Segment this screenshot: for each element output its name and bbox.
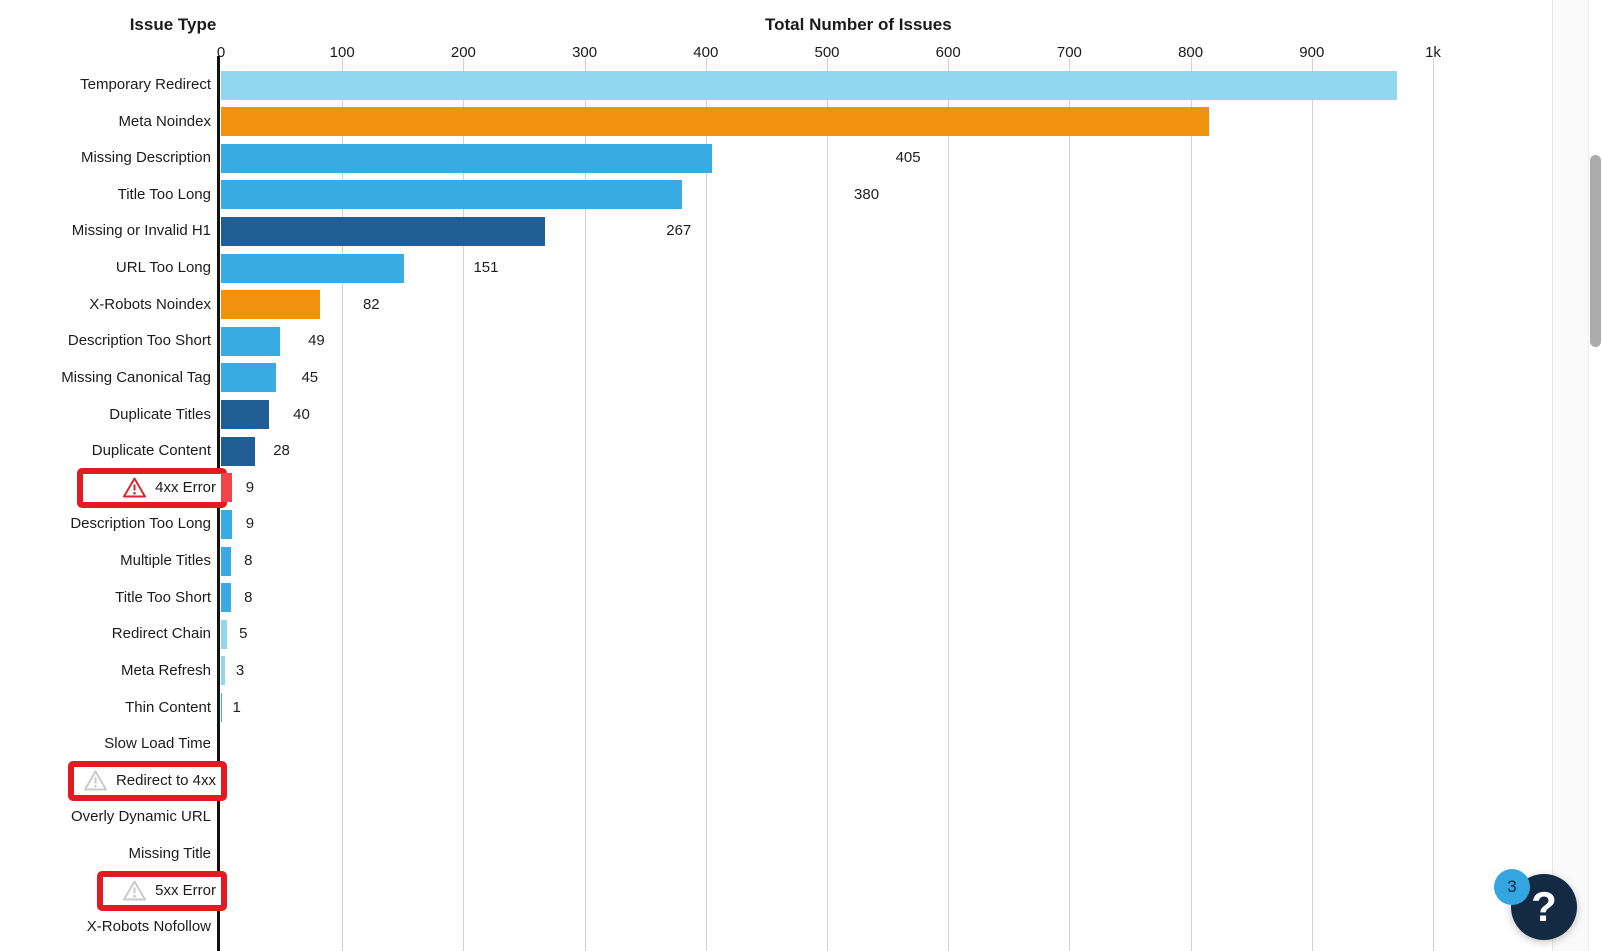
- bar-meta-noindex[interactable]: [221, 107, 1209, 137]
- x-tick-label: 200: [450, 44, 476, 61]
- bar-url-too-long[interactable]: [221, 253, 404, 283]
- value-label: 8: [244, 588, 253, 606]
- value-label: 45: [301, 368, 319, 386]
- issue-label: Multiple Titles: [120, 552, 211, 570]
- x-tick-label: 800: [1178, 44, 1204, 61]
- issue-label: Duplicate Content: [91, 442, 211, 460]
- value-label: 1: [232, 698, 241, 716]
- x-tick-label: 900: [1299, 44, 1325, 61]
- value-label: 8: [244, 552, 253, 570]
- issue-label: 5xx Error: [155, 882, 216, 900]
- issue-label: Duplicate Titles: [109, 405, 211, 423]
- issue-label: Missing Title: [128, 845, 211, 863]
- x-tick-label: 500: [814, 44, 840, 61]
- x-tick-label: 0: [216, 44, 226, 61]
- value-label: 5: [239, 625, 248, 643]
- x-tick-label: 400: [693, 44, 719, 61]
- value-label: 405: [895, 149, 921, 167]
- bar-4xx-error[interactable]: [221, 473, 232, 503]
- value-label: 9: [245, 515, 255, 533]
- value-label: 28: [273, 442, 290, 460]
- bar-x-robots-noindex[interactable]: [221, 290, 321, 320]
- bar-title-too-long[interactable]: [221, 180, 682, 210]
- question-mark-icon: ?: [1531, 883, 1557, 930]
- highlighted-issue-4xx-error[interactable]: 4xx Error: [77, 467, 227, 508]
- issue-label: Meta Refresh: [120, 661, 211, 679]
- bar-missing-canonical-tag[interactable]: [221, 363, 276, 393]
- gridline: [1190, 58, 1192, 951]
- issue-label: X-Robots Noindex: [89, 295, 211, 313]
- bar-duplicate-titles[interactable]: [221, 400, 270, 430]
- warning-triangle-icon: [123, 880, 147, 901]
- gridline: [1311, 58, 1313, 951]
- value-label: 3: [235, 661, 245, 679]
- issue-label: Description Too Short: [67, 332, 211, 350]
- bar-missing-description[interactable]: [221, 143, 712, 173]
- bar-meta-refresh[interactable]: [221, 656, 225, 686]
- scrollbar-track[interactable]: [1588, 0, 1602, 951]
- x-tick-label: 1k: [1425, 44, 1441, 61]
- issue-label: Thin Content: [125, 698, 211, 716]
- value-axis-title: Total Number of Issues: [765, 15, 952, 34]
- value-label: 82: [362, 295, 380, 313]
- issue-label: Title Too Long: [117, 185, 211, 203]
- bar-missing-or-invalid-h1[interactable]: [221, 216, 545, 246]
- value-label: 9: [245, 478, 255, 496]
- bar-temporary-redirect[interactable]: [221, 70, 1397, 100]
- gridline: [948, 58, 950, 951]
- x-tick-label: 300: [572, 44, 598, 61]
- issue-label: 4xx Error: [155, 479, 216, 497]
- issue-label: Redirect to 4xx: [115, 772, 216, 790]
- value-label: 380: [854, 185, 880, 203]
- gridline: [827, 58, 828, 951]
- issue-label: Title Too Short: [115, 588, 211, 606]
- x-tick-label: 100: [329, 44, 355, 61]
- value-label: 267: [666, 222, 692, 240]
- bar-title-too-short[interactable]: [221, 583, 231, 613]
- gridline: [705, 58, 707, 951]
- bar-duplicate-content[interactable]: [221, 436, 255, 466]
- bar-description-too-long[interactable]: [221, 509, 232, 539]
- issue-label: Overly Dynamic URL: [70, 808, 211, 826]
- issue-label: Meta Noindex: [118, 112, 211, 130]
- issue-label: Slow Load Time: [104, 735, 211, 753]
- issue-label: Redirect Chain: [111, 625, 211, 643]
- value-label: 49: [308, 332, 325, 350]
- gridline: [342, 58, 344, 951]
- bar-description-too-short[interactable]: [221, 326, 281, 356]
- issue-label: X-Robots Nofollow: [86, 918, 211, 936]
- x-tick-label: 700: [1056, 44, 1082, 61]
- warning-triangle-icon: [123, 477, 147, 498]
- value-label: 151: [473, 259, 499, 277]
- bar-thin-content[interactable]: [221, 693, 223, 723]
- issue-label: Missing Description: [80, 149, 211, 167]
- gridline: [463, 58, 465, 951]
- notification-badge[interactable]: 3: [1494, 869, 1530, 905]
- highlighted-issue-redirect-to-4xx[interactable]: Redirect to 4xx: [68, 760, 227, 801]
- highlighted-issue-5xx-error[interactable]: 5xx Error: [97, 870, 227, 911]
- category-axis-title: Issue Type: [129, 15, 217, 34]
- bar-redirect-chain[interactable]: [221, 619, 228, 649]
- x-tick-label: 600: [935, 44, 961, 61]
- gridline: [1433, 58, 1434, 951]
- value-label: 40: [293, 405, 310, 423]
- bar-multiple-titles[interactable]: [221, 546, 231, 576]
- warning-triangle-icon: [84, 770, 107, 791]
- issue-label: Missing or Invalid H1: [71, 222, 211, 240]
- issue-label: URL Too Long: [115, 259, 211, 277]
- issue-label: Missing Canonical Tag: [61, 368, 211, 386]
- gridline: [1069, 58, 1071, 951]
- issue-label: Temporary Redirect: [80, 76, 211, 93]
- gridline: [584, 58, 586, 951]
- issue-label: Description Too Long: [70, 515, 211, 533]
- scrollbar-thumb[interactable]: [1590, 155, 1601, 347]
